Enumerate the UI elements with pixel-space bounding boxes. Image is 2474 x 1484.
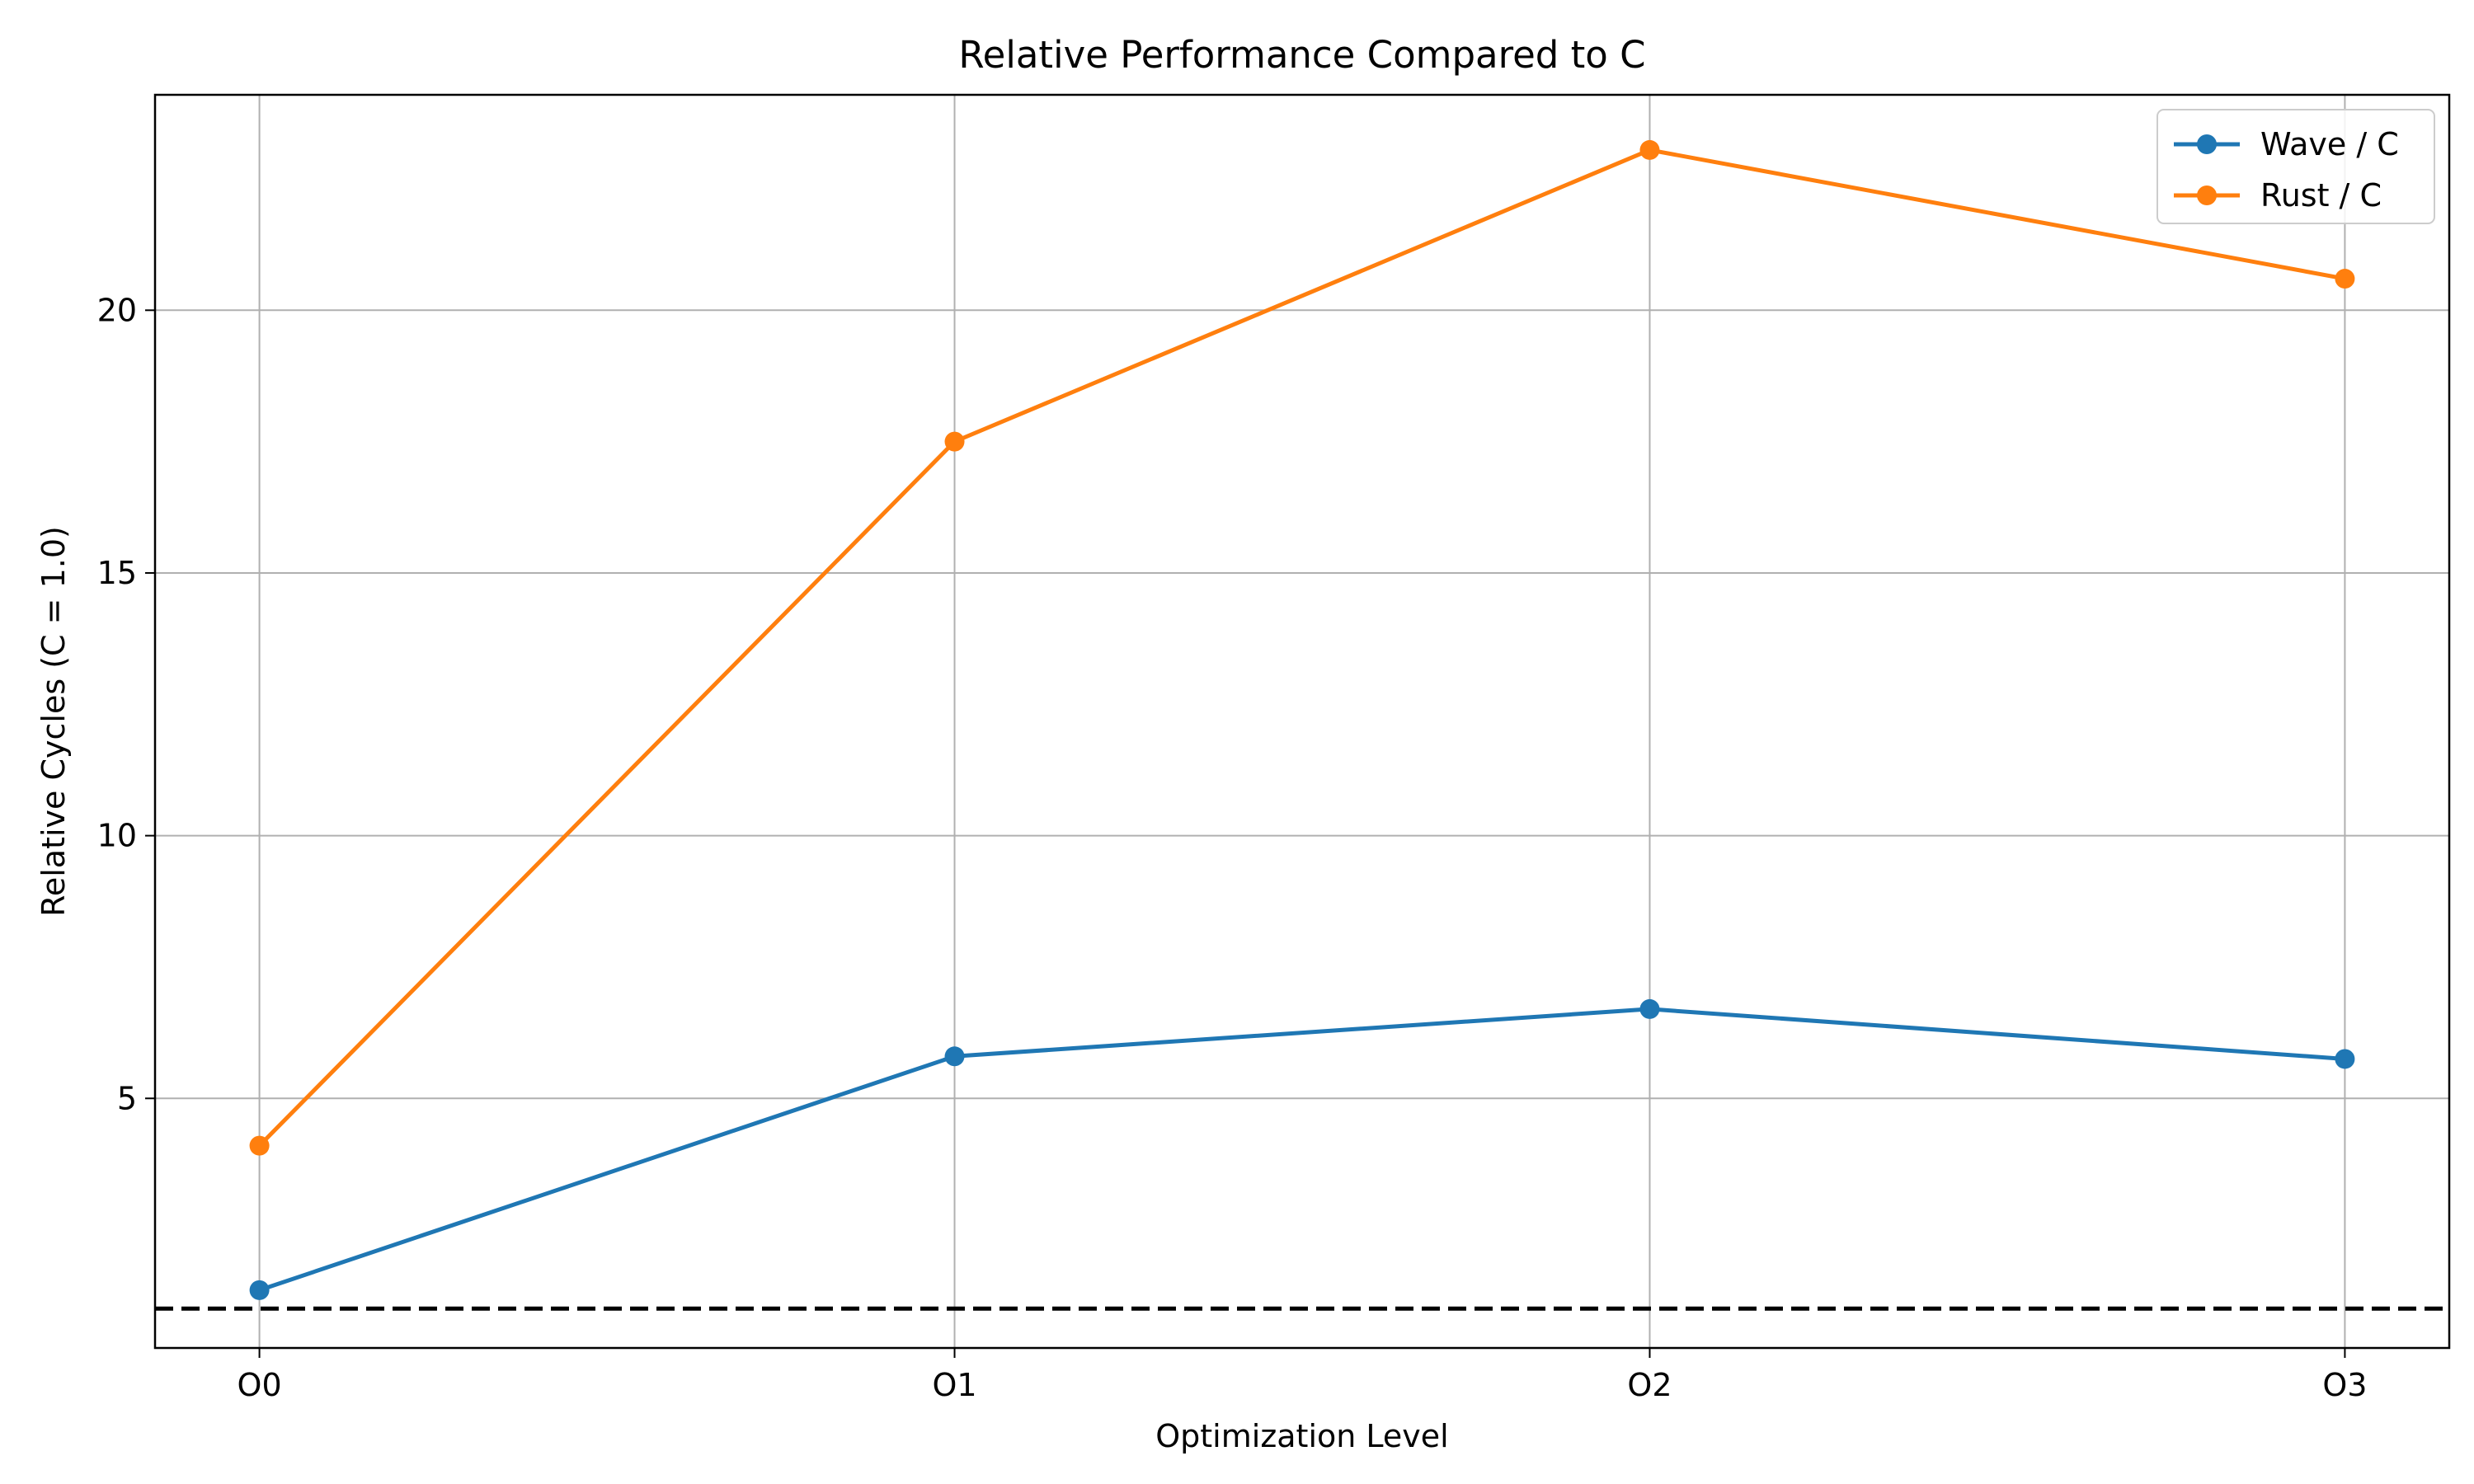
legend-label: Rust / C — [2260, 177, 2382, 214]
data-point — [2335, 1049, 2355, 1069]
data-point — [1639, 998, 1660, 1019]
legend-marker — [2197, 134, 2217, 154]
series-rust-c — [249, 139, 2355, 1156]
x-tick-label: O0 — [238, 1367, 282, 1403]
chart-title: Relative Performance Compared to C — [958, 33, 1645, 77]
grid — [155, 95, 2449, 1348]
legend: Wave / C Rust / C — [2157, 109, 2435, 224]
x-tick-label: O2 — [1627, 1367, 1672, 1403]
series-line — [258, 1007, 2345, 1293]
series-group — [249, 139, 2355, 1300]
legend-marker — [2197, 186, 2217, 205]
y-axis-label: Relative Cycles (C = 1.0) — [35, 526, 72, 917]
x-axis-label: Optimization Level — [1155, 1418, 1448, 1454]
data-point — [1639, 139, 1660, 160]
data-point — [2335, 269, 2355, 289]
y-tick-label: 5 — [117, 1080, 137, 1116]
series-wave-c — [249, 998, 2355, 1300]
x-axis-ticks: O0 O1 O2 O3 — [238, 1348, 2367, 1403]
legend-label: Wave / C — [2260, 126, 2399, 162]
data-point — [944, 431, 965, 452]
x-tick-label: O1 — [932, 1367, 976, 1403]
y-tick-label: 10 — [97, 818, 137, 854]
x-tick-label: O3 — [2322, 1367, 2367, 1403]
y-tick-label: 20 — [97, 292, 137, 328]
plot-frame — [153, 93, 2451, 1350]
y-axis-ticks: 5 10 15 20 — [97, 292, 155, 1116]
y-tick-label: 15 — [97, 555, 137, 591]
data-point — [944, 1046, 965, 1067]
series-line — [257, 148, 2345, 1148]
data-point — [249, 1280, 270, 1300]
data-point — [249, 1135, 270, 1156]
